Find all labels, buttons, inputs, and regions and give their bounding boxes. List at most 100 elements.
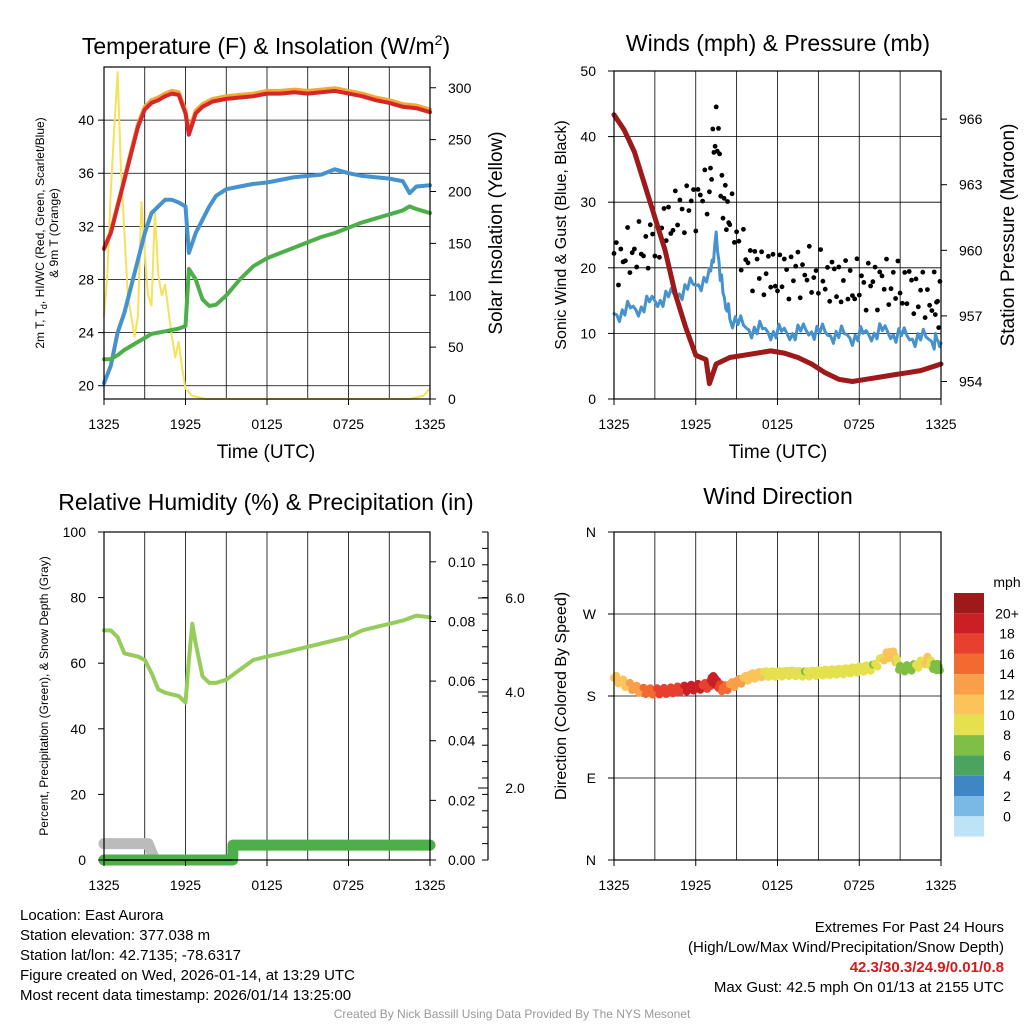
gust-point	[875, 307, 880, 313]
gust-point	[784, 267, 789, 272]
y2-tick-label: 250	[448, 132, 472, 148]
gust-point	[688, 198, 694, 204]
y-tick-label: 36	[78, 165, 94, 181]
recent-timestamp: Most recent data timestamp: 2026/01/14 1…	[20, 987, 352, 1004]
gust-point	[713, 104, 719, 110]
x-tick-label: 1325	[414, 877, 445, 893]
x-tick-label: 0725	[333, 877, 364, 893]
y-tick-label: 50	[580, 63, 596, 79]
speed-legend-swatch	[954, 694, 984, 715]
speed-legend-swatch	[954, 653, 984, 675]
gust-point	[625, 225, 630, 230]
winds-y2label: Station Pressure (Maroon)	[998, 124, 1019, 347]
gust-point	[777, 252, 783, 258]
speed-legend-swatch	[954, 816, 984, 837]
series-line-relative-humidity	[102, 613, 432, 705]
direction-point	[744, 676, 752, 685]
speed-legend-swatch	[954, 593, 984, 614]
max-gust: Max Gust: 42.5 mph On 01/13 at 2155 UTC	[713, 979, 1004, 996]
gust-point	[847, 268, 853, 273]
gust-point	[879, 273, 885, 279]
gust-point	[909, 277, 914, 283]
gust-point	[797, 295, 803, 301]
gust-point	[845, 296, 851, 302]
gust-point	[793, 263, 799, 269]
y2-tick-label: 966	[959, 111, 983, 127]
gust-point	[888, 286, 894, 292]
gust-point	[786, 296, 792, 302]
speed-legend-label: 10	[999, 707, 1015, 723]
y-tick-label: 80	[70, 590, 86, 606]
series-line-station-pressure	[611, 112, 944, 387]
y2-tick-label: 957	[959, 308, 983, 324]
gust-point	[890, 269, 896, 275]
temperature-panel: Temperature (F) & Insolation (W/m2) 20 24…	[33, 32, 507, 463]
y2-tick-label: 0.08	[448, 613, 475, 629]
gust-point	[695, 187, 701, 192]
y-tick-label: 0	[78, 852, 86, 868]
gust-point	[627, 270, 633, 275]
humidity-title: Relative Humidity (%) & Precipitation (i…	[58, 489, 473, 515]
y-tick-label: N	[586, 852, 596, 868]
gust-point	[636, 219, 642, 224]
speed-legend-label: 8	[1003, 727, 1011, 743]
x-tick-label: 1325	[598, 416, 629, 432]
series-line-td	[102, 204, 432, 362]
gust-point	[806, 243, 812, 249]
gust-point	[775, 288, 780, 294]
gust-point	[802, 272, 808, 278]
gust-point	[922, 315, 928, 320]
direction-point	[730, 683, 739, 691]
x-tick-label: 1325	[925, 416, 956, 432]
direction-point	[853, 668, 861, 677]
direction-point	[619, 675, 628, 684]
gust-point	[702, 167, 708, 173]
gust-point	[697, 192, 703, 198]
gust-point	[724, 227, 729, 233]
y2-tick-label: 0.10	[448, 554, 475, 570]
direction-point	[737, 679, 746, 688]
gust-point	[852, 296, 858, 302]
gust-point	[829, 259, 835, 265]
gust-point	[811, 275, 817, 280]
y-tick-label: E	[587, 770, 596, 786]
gust-point	[645, 265, 651, 271]
direction-point	[859, 667, 868, 676]
gust-point	[925, 287, 930, 292]
temp-grid	[104, 67, 430, 399]
y2-tick-label: 100	[448, 287, 472, 303]
gust-point	[872, 264, 878, 270]
gust-point	[657, 254, 662, 260]
gust-point	[672, 188, 678, 194]
x-tick-label: 0725	[333, 416, 364, 432]
gust-point	[886, 302, 892, 307]
gust-point	[693, 228, 699, 234]
speed-legend-swatch	[954, 714, 984, 736]
temp-ticks: 20 24 28 32 36 40 0 50 100 150 200 250 300 1325 1925 01…	[78, 80, 471, 432]
x-tick-label: 1925	[170, 877, 201, 893]
speed-legend-swatch	[954, 796, 984, 817]
gust-point	[843, 258, 848, 263]
speed-legend-label: 0	[1003, 808, 1011, 824]
gust-point	[861, 280, 867, 285]
gust-point	[813, 268, 819, 273]
speed-legend-label: 2	[1003, 788, 1011, 804]
gust-point	[679, 206, 685, 212]
x-tick-label: 0125	[251, 877, 282, 893]
gust-point	[666, 204, 671, 210]
gust-point	[738, 267, 744, 273]
y2-tick-label: 300	[448, 80, 472, 96]
gust-point	[929, 308, 935, 313]
gust-point	[831, 266, 837, 272]
speed-legend: 20+ 18 16 14 12 10 8 6 4 2 0	[954, 593, 1019, 837]
extremes-values: 42.3/30.3/24.9/0.01/0.8	[849, 959, 1004, 976]
direction-point	[914, 663, 923, 672]
temp-ylabel-line2: & 9m T (Orange)	[47, 188, 61, 278]
gust-point	[677, 197, 683, 203]
y-tick-label: 60	[70, 655, 86, 671]
gust-point	[870, 279, 876, 285]
gust-point	[721, 195, 727, 201]
gust-point	[854, 256, 860, 262]
winds-panel: Winds (mph) & Pressure (mb) 0 10 20 30 40 50 9…	[553, 30, 1019, 463]
